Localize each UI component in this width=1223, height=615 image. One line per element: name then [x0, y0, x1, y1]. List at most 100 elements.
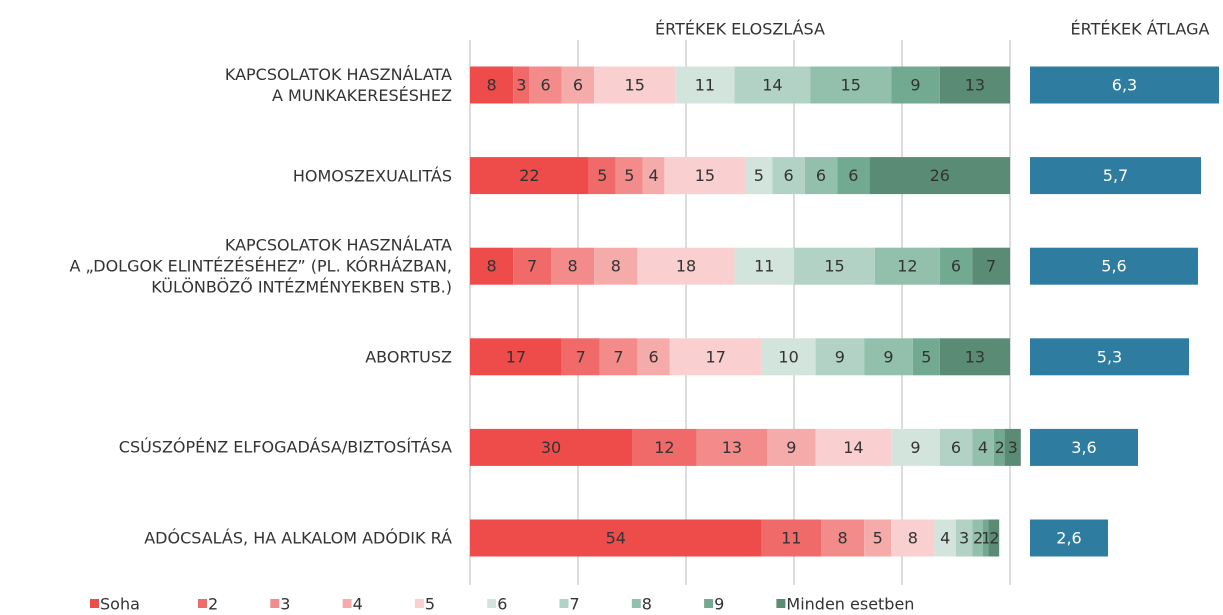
data-label: 8: [908, 529, 918, 548]
bar-segment: [837, 157, 870, 195]
data-label: 7: [527, 257, 537, 276]
bar-segment: [983, 519, 989, 557]
bar-segment: [696, 428, 767, 466]
bar-segment: [912, 338, 940, 376]
bar: [1030, 66, 1219, 104]
data-label: 10: [778, 347, 798, 366]
data-label: 6,3: [1112, 76, 1137, 95]
category-label: HOMOSZEXUALITÁS: [292, 166, 452, 186]
data-label: 6: [951, 438, 961, 457]
bar-segment: [599, 338, 638, 376]
data-label: 8: [568, 257, 578, 276]
data-label: 6: [649, 347, 659, 366]
data-label: 22: [519, 166, 539, 185]
data-label: 17: [706, 347, 726, 366]
bar-segment: [767, 428, 816, 466]
data-label: 6: [848, 166, 858, 185]
legend-label: 7: [570, 595, 580, 614]
bar-segment: [561, 338, 600, 376]
bar-segment: [972, 428, 994, 466]
data-label: 3: [959, 529, 969, 548]
legend-swatch: [559, 599, 569, 608]
bar-segment: [891, 66, 940, 104]
legend-swatch: [704, 599, 714, 608]
data-label: 6: [573, 76, 583, 95]
data-label: 14: [762, 76, 782, 95]
bar-segment: [815, 428, 892, 466]
bar-segment: [864, 519, 892, 557]
bar-segment: [561, 66, 595, 104]
data-label: 13: [965, 76, 985, 95]
bar-segment: [810, 66, 892, 104]
data-label: 6: [951, 257, 961, 276]
data-label: 13: [965, 347, 985, 366]
data-label: 26: [930, 166, 950, 185]
bar-segment: [470, 247, 514, 285]
legend-swatch: [270, 599, 280, 608]
legend-swatch: [631, 599, 641, 608]
bar: [1030, 428, 1138, 466]
bar-segment: [934, 519, 956, 557]
data-label: 1: [981, 529, 990, 548]
bar: [1030, 247, 1198, 285]
data-label: 11: [695, 76, 715, 95]
data-label: 9: [910, 438, 920, 457]
data-label: 6: [784, 166, 794, 185]
bar-segment: [988, 519, 1000, 557]
bar-segment: [734, 247, 794, 285]
data-label: 15: [695, 166, 715, 185]
data-label: 2: [973, 529, 982, 548]
bar-segment: [513, 247, 551, 285]
data-label: 8: [611, 257, 621, 276]
bar-segment: [470, 66, 514, 104]
bar-segment: [632, 428, 697, 466]
legend-label: 9: [714, 595, 724, 614]
bar-segment: [513, 66, 530, 104]
data-label: 2,6: [1056, 529, 1081, 548]
bar-segment: [761, 338, 816, 376]
data-label: 18: [676, 257, 696, 276]
data-label: 3: [516, 76, 526, 95]
legend-swatch: [90, 599, 99, 608]
data-label: 14: [843, 438, 863, 457]
data-label: 3,6: [1071, 438, 1096, 457]
bar-segment: [588, 157, 616, 195]
bar-segment: [615, 157, 643, 195]
chart-title: ÉRTÉKEK ELOSZLÁSA: [655, 20, 825, 39]
data-label: 17: [506, 347, 526, 366]
data-label: 12: [897, 257, 917, 276]
data-label: 2: [989, 529, 998, 548]
data-label: 5,7: [1103, 166, 1128, 185]
bar-segment: [794, 247, 875, 285]
bar-segment: [745, 157, 773, 195]
data-label: 5: [921, 347, 931, 366]
bar-segment: [939, 66, 1010, 104]
legend-swatch: [342, 599, 352, 608]
legend-label: 4: [353, 595, 363, 614]
category-label: CSÚSZÓPÉNZ ELFOGADÁSA/BIZTOSÍTÁSA: [118, 437, 452, 457]
legend-label: 2: [208, 595, 218, 614]
data-label: 4: [940, 529, 950, 548]
data-label: 7: [576, 347, 586, 366]
bar-segment: [972, 519, 983, 557]
legend-swatch: [414, 599, 424, 608]
data-label: 15: [824, 257, 844, 276]
data-label: 9: [786, 438, 796, 457]
bar-segment: [675, 66, 735, 104]
data-label: 3: [1008, 438, 1018, 457]
legend-label: 5: [425, 595, 435, 614]
bar-segment: [551, 247, 595, 285]
data-label: 11: [781, 529, 801, 548]
data-label: 9: [910, 76, 920, 95]
category-label: KAPCSOLATOK HASZNÁLATA A „DOLGOK ELINTÉZ…: [69, 235, 453, 297]
bar-segment: [939, 428, 973, 466]
legend-label: Minden esetben: [786, 595, 914, 614]
bar-segment: [642, 157, 665, 195]
data-label: 12: [654, 438, 674, 457]
data-label: 13: [722, 438, 742, 457]
bar-segment: [529, 66, 562, 104]
data-label: 5: [624, 166, 634, 185]
data-label: 15: [841, 76, 861, 95]
data-label: 6: [541, 76, 551, 95]
